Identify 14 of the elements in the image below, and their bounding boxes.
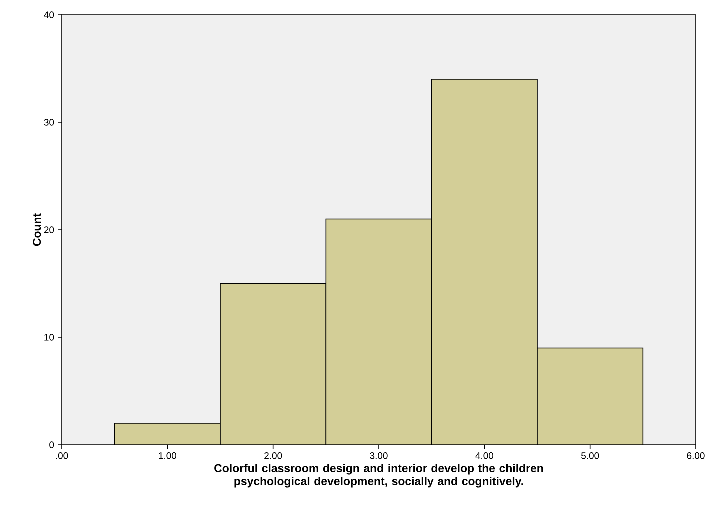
x-tick-label: 4.00	[476, 452, 494, 460]
x-tick-label: 5.00	[582, 452, 600, 460]
x-tick-label: 3.00	[370, 452, 388, 460]
x-tick-label: 2.00	[264, 452, 282, 460]
y-tick-label: 20	[44, 226, 54, 234]
x-tick-label: .00	[56, 452, 68, 460]
x-tick-label: 6.00	[687, 452, 705, 460]
x-tick-label: 1.00	[159, 452, 177, 460]
y-tick-label: 30	[44, 119, 54, 126]
x-axis-title: Colorful classroom design and interior develop the children psychological development, socially and cognitively.	[214, 464, 544, 488]
y-axis-title: Count	[33, 214, 42, 246]
y-tick-label: 0	[50, 442, 54, 448]
y-tick-label: 40	[44, 12, 54, 18]
y-tick-label: 10	[44, 334, 54, 341]
